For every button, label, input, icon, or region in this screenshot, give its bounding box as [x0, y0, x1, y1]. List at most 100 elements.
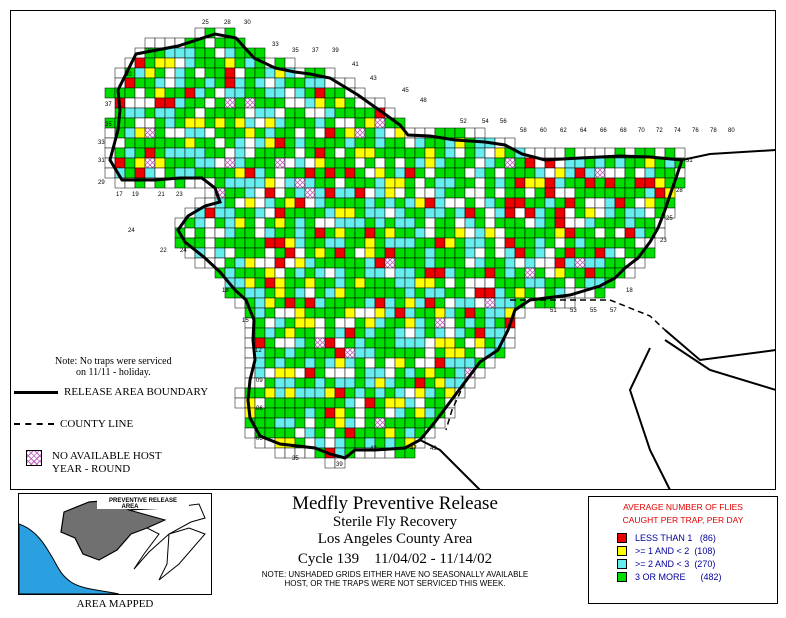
grid-cell-cyan	[344, 357, 356, 369]
grid-cell-unshaded	[334, 177, 346, 189]
grid-cell-cyan	[464, 247, 476, 259]
grid-cell-green	[564, 267, 576, 279]
grid-cell-green	[444, 247, 456, 259]
grid-cell-unshaded	[514, 257, 526, 269]
grid-number-label: 24	[128, 228, 135, 234]
grid-cell-green	[454, 247, 466, 259]
grid-cell-unshaded	[164, 77, 176, 89]
grid-cell-unshaded	[444, 317, 456, 329]
grid-cell-green	[284, 287, 296, 299]
grid-cell-cyan	[364, 347, 376, 359]
grid-cell-unshaded	[454, 197, 466, 209]
grid-cell-green	[484, 237, 496, 249]
grid-cell-cyan	[624, 207, 636, 219]
grid-cell-cyan	[414, 327, 426, 339]
grid-cell-green	[314, 367, 326, 379]
grid-cell-green	[474, 207, 486, 219]
grid-cell-unshaded	[364, 187, 376, 199]
grid-cell-green	[294, 377, 306, 389]
grid-cell-unshaded	[144, 97, 156, 109]
grid-cell-green	[384, 327, 396, 339]
grid-cell-red	[344, 167, 356, 179]
grid-cell-green	[354, 437, 366, 449]
grid-cell-yellow	[514, 287, 526, 299]
grid-cell-cyan	[334, 327, 346, 339]
grid-cell-yellow	[334, 357, 346, 369]
grid-cell-yellow	[344, 307, 356, 319]
grid-cell-green	[604, 157, 616, 169]
grid-cell-yellow	[474, 337, 486, 349]
grid-cell-green	[374, 337, 386, 349]
grid-cell-unshaded	[384, 407, 396, 419]
grid-cell-yellow	[264, 117, 276, 129]
grid-cell-green	[294, 357, 306, 369]
grid-cell-unshaded	[204, 247, 216, 259]
grid-cell-cyan	[464, 237, 476, 249]
unshaded-note-line2: HOST, OR THE TRAPS WERE NOT SERVICED THI…	[284, 579, 506, 588]
grid-cell-unshaded	[394, 157, 406, 169]
grid-cell-cyan	[434, 187, 446, 199]
grid-cell-unshaded	[164, 127, 176, 139]
grid-cell-green	[274, 427, 286, 439]
grid-cell-green	[494, 267, 506, 279]
grid-cell-red	[474, 287, 486, 299]
grid-cell-red	[244, 167, 256, 179]
grid-number-label: 24	[180, 248, 187, 254]
grid-cell-cyan	[174, 47, 186, 59]
grid-cell-unshaded	[184, 227, 196, 239]
grid-cell-green	[244, 157, 256, 169]
grid-cell-cyan	[414, 337, 426, 349]
grid-cell-green	[654, 167, 666, 179]
grid-cell-green	[354, 427, 366, 439]
grid-cell-red	[134, 57, 146, 69]
grid-cell-no-host	[274, 157, 286, 169]
grid-cell-unshaded	[304, 447, 316, 459]
grid-cell-green	[234, 207, 246, 219]
grid-cell-red	[304, 167, 316, 179]
grid-cell-red	[414, 377, 426, 389]
outer-border-line	[628, 347, 671, 490]
grid-cell-unshaded	[674, 147, 686, 159]
grid-cell-unshaded	[274, 107, 286, 119]
grid-cell-green	[144, 137, 156, 149]
grid-cell-yellow	[394, 177, 406, 189]
grid-cell-yellow	[344, 207, 356, 219]
grid-cell-green	[324, 327, 336, 339]
grid-cell-cyan	[504, 257, 516, 269]
grid-cell-unshaded	[414, 357, 426, 369]
grid-cell-unshaded	[574, 217, 586, 229]
grid-cell-unshaded	[354, 157, 366, 169]
grid-cell-cyan	[434, 157, 446, 169]
grid-number-label: 21	[158, 192, 165, 198]
grid-cell-green	[324, 417, 336, 429]
grid-cell-green	[354, 287, 366, 299]
legend-item-yellow: >= 1 AND < 2 (108)	[617, 544, 777, 557]
grid-cell-green	[624, 237, 636, 249]
grid-cell-red	[474, 327, 486, 339]
grid-cell-green	[174, 137, 186, 149]
grid-cell-green	[324, 227, 336, 239]
grid-cell-green	[314, 207, 326, 219]
grid-cell-cyan	[184, 57, 196, 69]
grid-cell-no-host	[484, 297, 496, 309]
grid-cell-unshaded	[254, 117, 266, 129]
grid-cell-green	[404, 177, 416, 189]
grid-cell-green	[314, 257, 326, 269]
grid-cell-green	[294, 327, 306, 339]
grid-cell-cyan	[454, 207, 466, 219]
grid-number-label: 29	[98, 180, 105, 186]
grid-cell-cyan	[474, 237, 486, 249]
grid-cell-unshaded	[414, 177, 426, 189]
grid-cell-yellow	[434, 307, 446, 319]
grid-cell-green	[514, 237, 526, 249]
grid-cell-yellow	[414, 197, 426, 209]
grid-cell-cyan	[504, 247, 516, 259]
grid-cell-green	[664, 167, 676, 179]
grid-cell-cyan	[274, 87, 286, 99]
grid-cell-unshaded	[464, 167, 476, 179]
grid-cell-unshaded	[464, 287, 476, 299]
grid-cell-green	[404, 357, 416, 369]
grid-number-label: 76	[692, 128, 699, 134]
grid-number-label: 22	[160, 248, 167, 254]
grid-cell-green	[144, 57, 156, 69]
